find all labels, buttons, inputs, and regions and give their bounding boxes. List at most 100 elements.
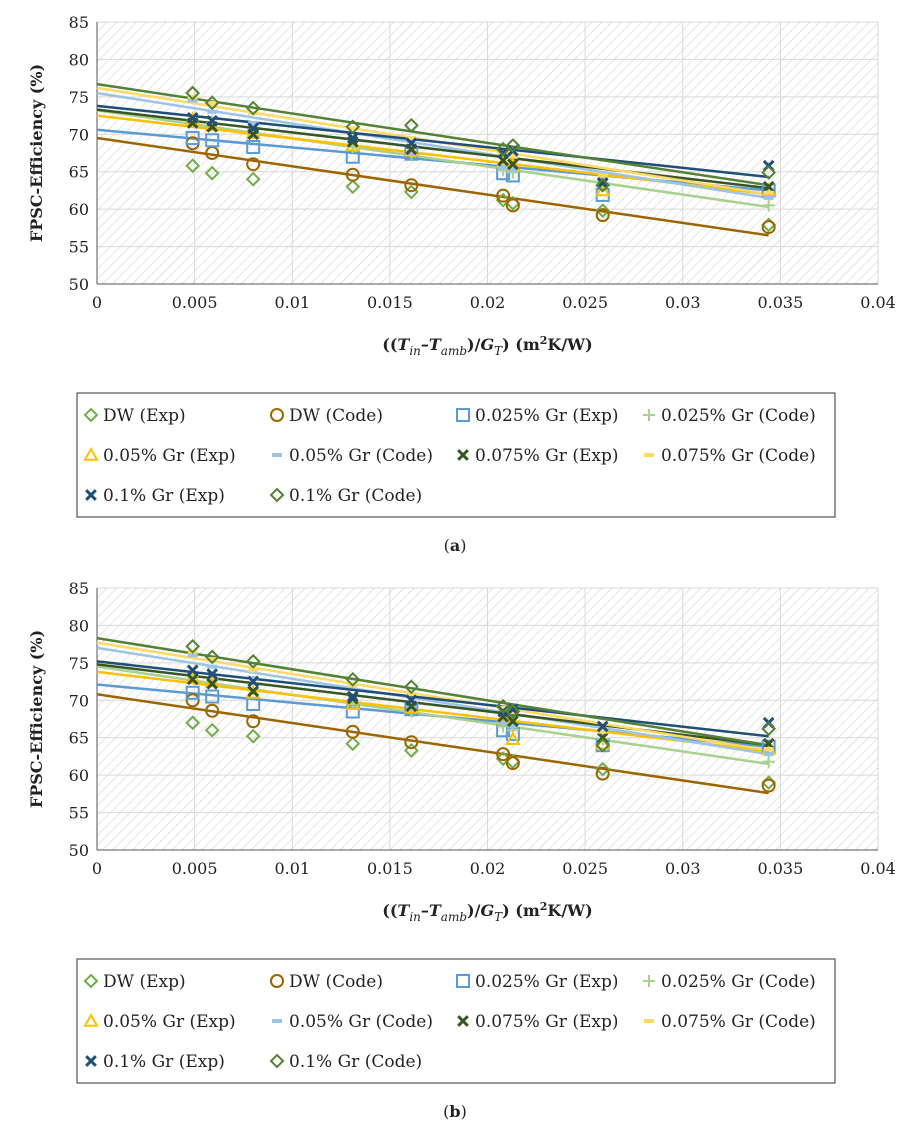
panel-label-letter: b [449,1102,460,1121]
data-point [761,778,776,793]
data-point [245,100,261,116]
data-point [761,220,776,235]
x-axis-title-part: (( [382,901,397,920]
y-tick-label: 75 [69,88,89,107]
x-axis-title-part: amb [441,910,467,924]
y-tick-label: 65 [69,729,89,748]
data-point [505,198,520,213]
legend-label: 0.1% Gr (Exp) [103,1052,225,1072]
data-point [762,180,775,193]
data-point [596,177,609,189]
legend-label: 0.05% Gr (Code) [289,446,433,466]
data-point [206,668,219,680]
legend-label: 0.075% Gr (Code) [661,446,816,466]
data-point [505,731,521,746]
data-point [595,737,611,753]
x-axis-title-part: G [480,901,494,920]
x-axis-title-part: T [397,901,410,920]
legend-marker [83,446,99,461]
x-tick-label: 0 [92,859,102,878]
data-point [403,743,419,758]
data-point [596,731,609,744]
x-axis-title-part: T [494,344,503,358]
legend-label: DW (Code) [289,972,383,992]
y-tick-label: 60 [69,766,89,785]
chart-panel-b: 0 0.005 0.01 0.015 0.02 0.025 0.03 0.035 0.04 50 5… [0,566,911,1132]
y-tick-label: 80 [69,616,89,635]
panel-label-letter: a [450,536,460,555]
data-point [186,111,199,124]
data-point [206,677,219,690]
legend-label: 0.025% Gr (Code) [661,972,816,992]
data-point [345,179,361,195]
legend-label: DW (Code) [289,406,383,426]
x-tick-label: 0.01 [274,293,310,312]
x-axis-title-part: G [480,335,494,354]
x-axis-title-part: T [494,910,503,924]
x-axis-title-part: amb [441,344,467,358]
panel-label-close: ) [460,536,466,555]
x-axis-title: ((Tin–Tamb)/GT) (m2K/W) [382,334,592,358]
data-point [204,95,220,111]
data-point [497,147,509,159]
data-point [345,167,360,182]
legend-label: 0.1% Gr (Code) [289,1052,422,1072]
x-axis-title-part: in [409,344,421,358]
x-axis-title-part: 2 [540,334,548,347]
y-tick-label: 60 [69,200,89,219]
data-point [247,685,260,698]
legend-marker [270,408,284,422]
legend-label: 0.075% Gr (Code) [661,1012,816,1032]
x-tick-label: 0.015 [367,293,413,312]
legend-label: 0.075% Gr (Exp) [475,1012,618,1032]
y-axis-title: FPSC-Efficiency (%) [27,64,46,242]
x-tick-label: 0.025 [562,859,608,878]
chart-b-svg: 0 0.005 0.01 0.015 0.02 0.025 0.03 0.035 0.04 50 5… [27,579,896,1121]
x-tick-label: 0.035 [757,293,803,312]
x-axis-title-part: T [429,335,442,354]
legend-label: 0.025% Gr (Code) [661,406,816,426]
data-point [205,703,220,718]
data-point [345,119,361,135]
data-point [505,138,521,153]
x-tick-label: 0.04 [860,859,896,878]
legend-label: 0.05% Gr (Exp) [103,446,236,466]
data-point [204,649,220,665]
x-tick-label: 0.03 [665,859,701,878]
legend-label: 0.1% Gr (Exp) [103,486,225,506]
data-point [247,122,260,135]
legend-marker [83,973,99,989]
data-point [185,158,201,174]
x-tick-label: 0.005 [172,859,218,878]
legend-marker [85,489,97,501]
data-point [246,157,261,172]
data-point [495,141,511,157]
data-point [245,728,261,744]
legend-label: 0.025% Gr (Exp) [475,406,618,426]
legend-label: DW (Exp) [103,406,186,426]
data-point [345,671,361,687]
data-point [496,747,511,762]
data-point [206,114,219,127]
panel-label-open: ( [444,536,450,555]
legend-label: 0.075% Gr (Exp) [475,446,618,466]
x-axis-title-part: )/ [467,901,481,920]
data-point [246,714,261,729]
x-axis-title-part: (( [382,335,397,354]
x-tick-label: 0.04 [860,293,896,312]
trendline-9 [96,636,769,747]
series-1 [185,693,776,793]
x-tick-label: 0.015 [367,859,413,878]
panel-label: (b) [443,1102,467,1121]
x-axis-title-part: – [421,901,429,920]
legend-marker [269,487,285,503]
x-axis-title-part: )/ [467,335,481,354]
legend-marker [83,407,99,423]
x-axis-title-part: K/W) [547,335,592,354]
data-point [496,188,511,203]
legend-marker [269,1053,285,1069]
data-point [405,137,418,150]
legend-label: 0.1% Gr (Code) [289,486,422,506]
data-point [505,704,521,719]
x-axis-title-part: – [421,335,429,354]
